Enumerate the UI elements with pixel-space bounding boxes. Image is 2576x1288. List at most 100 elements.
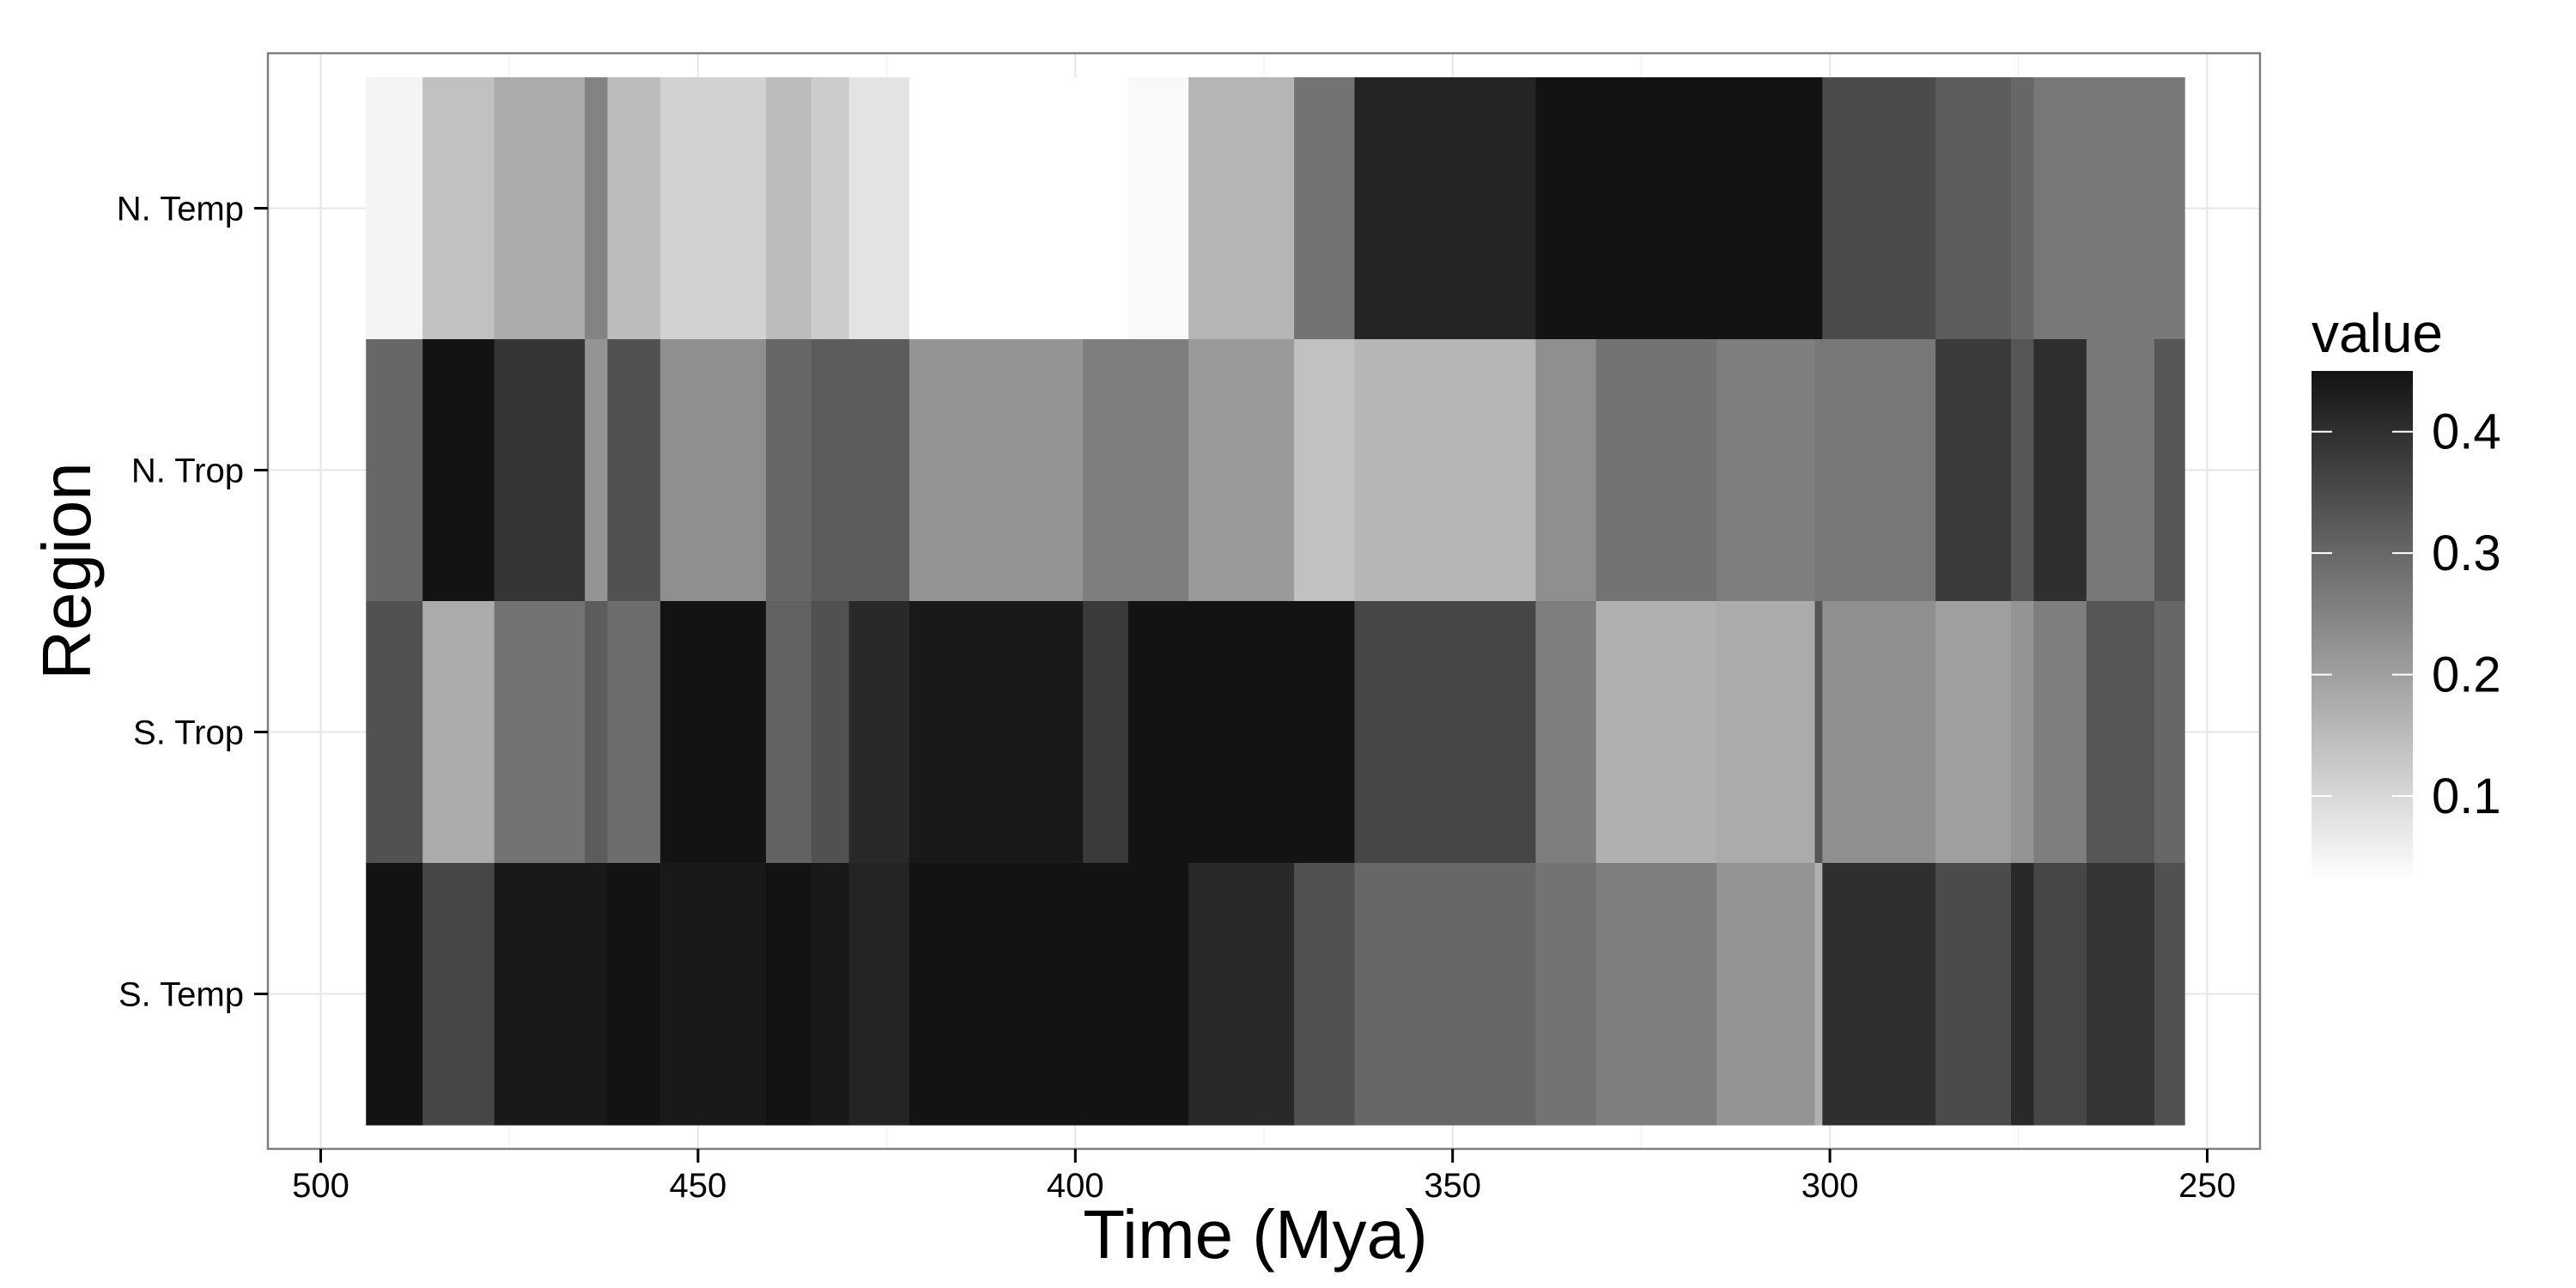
y-tick-label: N. Trop	[131, 453, 244, 490]
heatmap-cell	[422, 339, 495, 602]
y-tick-label: S. Temp	[118, 976, 244, 1014]
heatmap-cell	[1814, 601, 1823, 864]
heatmap-cell	[1716, 77, 1816, 340]
heatmap-cell	[607, 601, 661, 864]
heatmap-cell	[766, 77, 812, 340]
heatmap-cell	[2154, 863, 2185, 1126]
x-tick-label: 300	[1801, 1167, 1859, 1205]
heatmap-cell	[607, 863, 661, 1126]
heatmap-cell	[1935, 339, 2012, 602]
legend-tick-label: 0.3	[2432, 526, 2501, 581]
heatmap-cell	[1188, 339, 1295, 602]
heatmap-cell	[585, 863, 609, 1126]
heatmap-cell	[2011, 339, 2034, 602]
x-tick-label: 350	[1424, 1167, 1481, 1205]
heatmap-cell	[2086, 863, 2155, 1126]
heatmap-cell	[1535, 601, 1597, 864]
heatmap-cell	[2154, 77, 2185, 340]
heatmap-cell	[1535, 339, 1597, 602]
y-tick-label: N. Temp	[117, 191, 244, 228]
heatmap-cell	[1188, 863, 1295, 1126]
heatmap-cell	[1822, 601, 1936, 864]
heatmap-cell	[1083, 77, 1129, 340]
heatmap-cell	[811, 863, 850, 1126]
heatmap-cell	[2011, 77, 2034, 340]
heatmap-cell	[585, 77, 609, 340]
heatmap-cell	[1354, 863, 1536, 1126]
heatmap-cell	[607, 339, 661, 602]
heatmap-cell	[585, 601, 609, 864]
x-tick-label: 450	[670, 1167, 727, 1205]
heatmap-cell	[1127, 77, 1189, 340]
heatmap-cell	[1935, 601, 2012, 864]
heatmap-cell	[1814, 77, 1823, 340]
heatmap-cell	[607, 77, 661, 340]
heatmap-cell	[766, 339, 812, 602]
heatmap-cell	[1127, 601, 1189, 864]
heatmap-cell	[659, 863, 767, 1126]
heatmap-cell	[366, 863, 423, 1126]
heatmap-cell	[1814, 863, 1823, 1126]
heatmap-cell	[908, 77, 1084, 340]
heatmap-cell	[1127, 339, 1189, 602]
heatmap-cell	[1595, 601, 1717, 864]
panel-border	[266, 52, 2262, 1151]
heatmap-cell	[659, 339, 767, 602]
heatmap-cell	[1935, 863, 2012, 1126]
heatmap-cell	[2086, 339, 2155, 602]
heatmap-cell	[366, 339, 423, 602]
heatmap-cell	[494, 77, 586, 340]
x-axis-title: Time (Mya)	[1083, 1196, 1427, 1273]
heatmap-cell	[1354, 339, 1536, 602]
heatmap-cell	[1127, 863, 1189, 1126]
x-tick-label: 500	[292, 1167, 349, 1205]
heatmap-cell	[811, 601, 850, 864]
heatmap-cell	[2011, 863, 2034, 1126]
heatmap-cell	[2033, 601, 2087, 864]
heatmap-cell	[2086, 77, 2155, 340]
heatmap-cell	[1294, 863, 1356, 1126]
heatmap-cell	[422, 601, 495, 864]
heatmap-cell	[2154, 339, 2185, 602]
heatmap-cell	[766, 863, 812, 1126]
heatmap-cell	[422, 863, 495, 1126]
heatmap-cell	[1595, 339, 1717, 602]
x-tick-label: 250	[2178, 1167, 2236, 1205]
heatmap-cells	[366, 77, 2185, 1126]
heatmap-cell	[2033, 863, 2087, 1126]
heatmap-cell	[422, 77, 495, 340]
heatmap-cell	[2033, 77, 2087, 340]
heatmap-cell	[1935, 77, 2012, 340]
legend-tick-label: 0.2	[2432, 647, 2501, 703]
heatmap-cell	[908, 339, 1084, 602]
panel-frame	[266, 52, 2262, 1151]
heatmap-cell	[659, 601, 767, 864]
heatmap-cell	[366, 601, 423, 864]
heatmap-cell	[494, 863, 586, 1126]
heatmap-cell	[1716, 339, 1816, 602]
heatmap-cell	[366, 77, 423, 340]
y-tick-label: S. Trop	[133, 714, 244, 752]
heatmap-cell	[494, 339, 586, 602]
heatmap-cell	[1294, 601, 1356, 864]
heatmap-cell	[2011, 601, 2034, 864]
heatmap-cell	[2086, 601, 2155, 864]
heatmap-cell	[1822, 77, 1936, 340]
heatmap-cell	[1083, 339, 1129, 602]
heatmap-cell	[848, 601, 910, 864]
heatmap-cell	[494, 601, 586, 864]
y-axis-title: Region	[28, 462, 105, 680]
heatmap-cell	[2033, 339, 2087, 602]
legend-tick-label: 0.4	[2432, 404, 2501, 460]
heatmap-cell	[766, 601, 812, 864]
y-axis: N. Temp N. Trop S. Trop S. Temp	[117, 191, 268, 1014]
heatmap-cell	[1822, 863, 1936, 1126]
heatmap-cell	[1188, 601, 1295, 864]
heatmap-cell	[1294, 339, 1356, 602]
heatmap-cell	[811, 339, 850, 602]
heatmap-cell	[1822, 339, 1936, 602]
heatmap-cell	[1188, 77, 1295, 340]
heatmap-cell	[1535, 77, 1597, 340]
x-axis: 500 450 400 350 300 250	[292, 1149, 2236, 1205]
